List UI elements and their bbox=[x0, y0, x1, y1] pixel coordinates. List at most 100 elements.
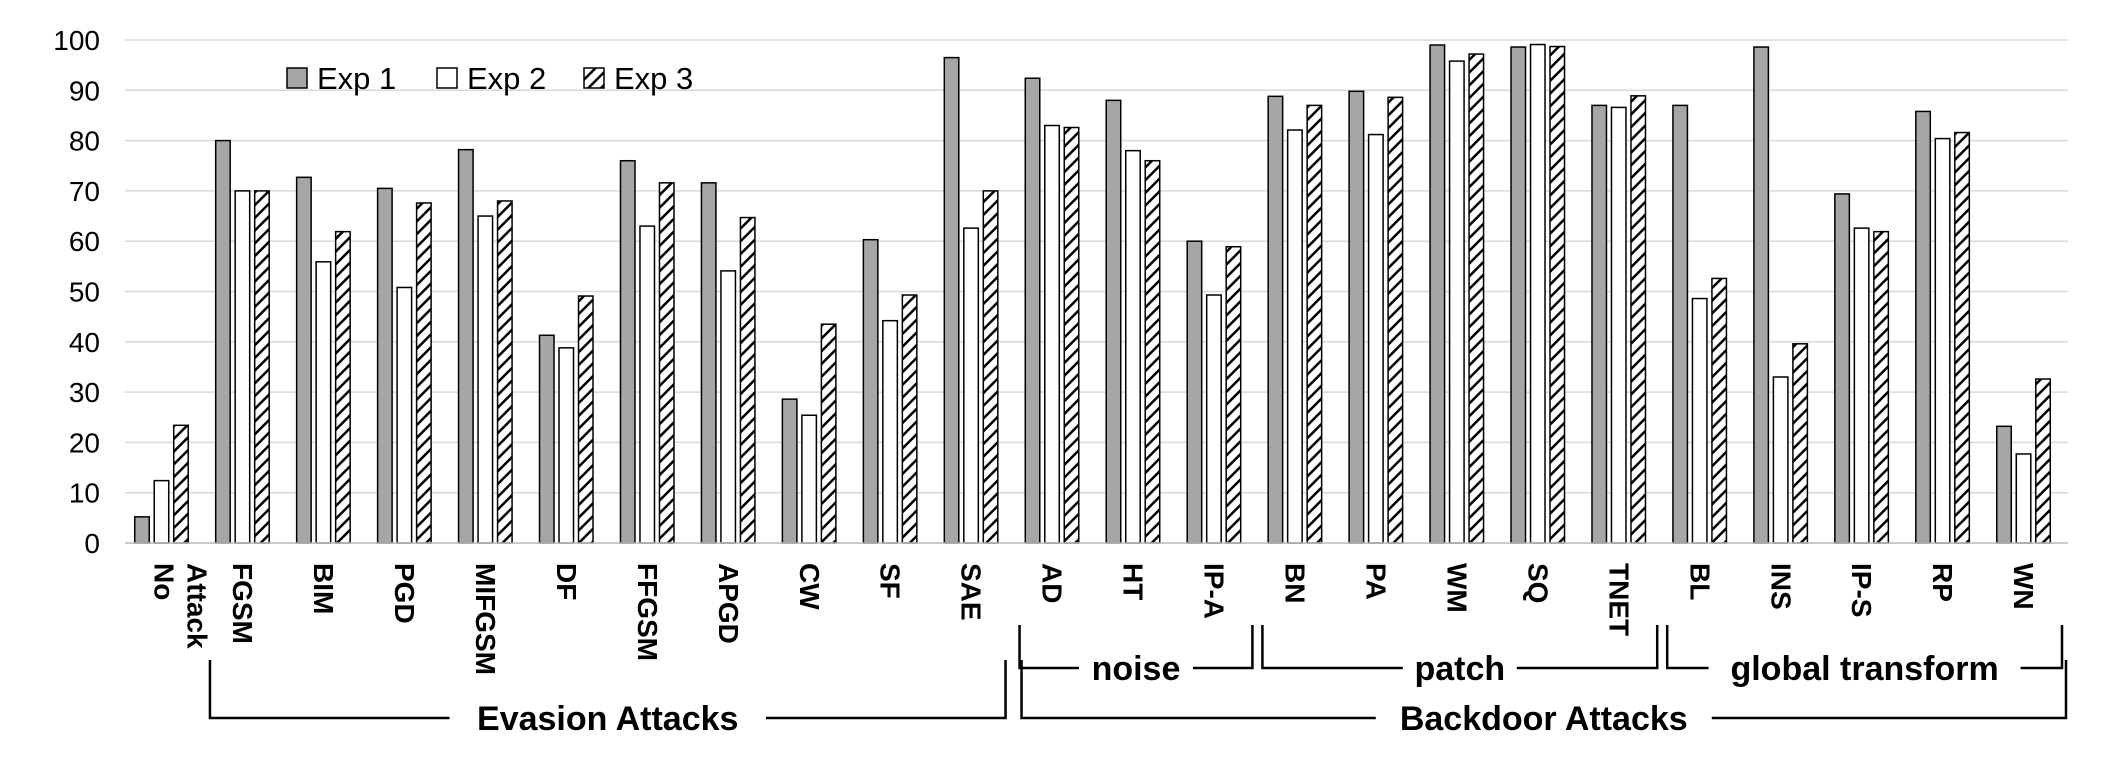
bar-exp-3-pa bbox=[1387, 96, 1404, 544]
group-bracket-right bbox=[1516, 625, 1659, 670]
group-bracket-right bbox=[1192, 625, 1254, 670]
bar-exp-1-wn bbox=[1996, 425, 2013, 544]
bar-exp-1-sae bbox=[943, 56, 960, 544]
y-tick-label: 30 bbox=[69, 377, 100, 408]
bar-exp-2-bim bbox=[315, 261, 332, 544]
bar-exp-1-ip-s bbox=[1834, 193, 1851, 544]
bar-exp-1-cw bbox=[781, 398, 798, 544]
y-tick-label: 70 bbox=[69, 176, 100, 207]
bar-exp-3-ip-s bbox=[1873, 230, 1890, 544]
bar-exp-2-pgd bbox=[396, 286, 413, 544]
x-tick-label: FGSM bbox=[227, 563, 258, 644]
bar-exp-3-wm bbox=[1468, 53, 1485, 544]
legend-label: Exp 2 bbox=[467, 61, 546, 96]
bar-exp-1-ad bbox=[1024, 77, 1041, 544]
bar-exp-3-ins bbox=[1792, 343, 1809, 544]
bar-exp-3-sae bbox=[982, 190, 999, 544]
x-tick-label: CW bbox=[794, 563, 825, 610]
group-bracket-left bbox=[1018, 625, 1079, 670]
bars bbox=[133, 43, 2052, 544]
group-bracket-right bbox=[1711, 660, 2068, 720]
bar-exp-2-cw bbox=[801, 414, 818, 544]
bar-exp-3-sq bbox=[1549, 45, 1566, 544]
bar-exp-2-tnet bbox=[1610, 106, 1627, 544]
bar-exp-2-ip-a bbox=[1205, 294, 1222, 544]
bar-exp-1-ffgsm bbox=[619, 159, 636, 544]
bar-exp-3-ffgsm bbox=[658, 182, 675, 544]
bar-exp-3-ip-a bbox=[1225, 245, 1242, 544]
bar-exp-2-mifgsm bbox=[477, 215, 494, 544]
legend-item-exp-1: Exp 1 bbox=[286, 61, 396, 96]
x-tick-label: IP-S bbox=[1846, 563, 1877, 617]
group-bracket-right bbox=[766, 660, 1007, 720]
bar-exp-1-tnet bbox=[1591, 104, 1608, 544]
bar-exp-2-fgsm bbox=[234, 190, 251, 544]
x-tick-label: DF bbox=[551, 563, 582, 600]
bar-exp-3-df bbox=[577, 295, 594, 544]
x-tick-label: BL bbox=[1684, 563, 1715, 600]
bar-exp-1-mifgsm bbox=[457, 148, 474, 544]
bar-exp-3-bn bbox=[1306, 104, 1323, 544]
grid-lines bbox=[125, 39, 2068, 544]
bar-exp-3-no-attack bbox=[172, 424, 189, 544]
x-tick-label: BN bbox=[1280, 563, 1311, 603]
bar-exp-1-df bbox=[538, 334, 555, 544]
x-tick-label: IP-A bbox=[1199, 563, 1230, 619]
bar-exp-1-ht bbox=[1105, 99, 1122, 544]
bar-exp-2-bn bbox=[1286, 129, 1303, 544]
bar-exp-2-pa bbox=[1367, 133, 1384, 544]
y-tick-label: 60 bbox=[69, 226, 100, 257]
x-tick-label: INS bbox=[1765, 563, 1796, 610]
x-axis: NoAttack FGSM BIM PGD MIFGSM DF FFGSM APGD CW SF S… bbox=[125, 542, 2068, 675]
bar-exp-2-ins bbox=[1772, 376, 1789, 544]
legend: Exp 1 Exp 2 Exp 3 bbox=[286, 61, 693, 96]
group-bracket-left bbox=[1261, 625, 1403, 670]
bar-exp-3-bim bbox=[334, 230, 351, 544]
legend-item-exp-2: Exp 2 bbox=[436, 61, 546, 96]
bar-exp-1-bim bbox=[295, 176, 312, 544]
bar-exp-1-sq bbox=[1510, 46, 1527, 544]
legend-swatch bbox=[583, 67, 605, 89]
y-tick-label: 80 bbox=[69, 126, 100, 157]
x-tick-label: APGD bbox=[713, 563, 744, 644]
bar-exp-1-bn bbox=[1267, 95, 1284, 544]
x-tick-label: PA bbox=[1360, 563, 1391, 600]
bar-exp-2-sae bbox=[963, 227, 980, 544]
bar-exp-1-sf bbox=[862, 238, 879, 544]
group-label: global transform bbox=[1730, 650, 1998, 688]
group-evasion-attacks: Evasion Attacks bbox=[208, 660, 1007, 738]
group-backdoor-attacks: Backdoor Attacks bbox=[1020, 660, 2068, 738]
legend-label: Exp 1 bbox=[317, 61, 396, 96]
bar-exp-3-fgsm bbox=[253, 190, 270, 544]
x-tick-label: WN bbox=[2008, 563, 2039, 610]
x-tick-label: HT bbox=[1118, 563, 1149, 600]
x-tick-label: SQ bbox=[1522, 563, 1553, 603]
x-tick-label: FFGSM bbox=[632, 563, 663, 661]
bar-exp-2-no-attack bbox=[153, 479, 170, 544]
legend-swatch bbox=[436, 67, 458, 89]
bar-exp-2-ad bbox=[1044, 124, 1061, 544]
bar-exp-1-rp bbox=[1915, 110, 1932, 544]
y-tick-label: 40 bbox=[69, 327, 100, 358]
bar-exp-1-ins bbox=[1753, 46, 1770, 544]
x-tick-label: MIFGSM bbox=[470, 563, 501, 675]
legend-item-exp-3: Exp 3 bbox=[583, 61, 693, 96]
bar-exp-1-apgd bbox=[700, 182, 717, 544]
group-global-transform: global transform bbox=[1665, 625, 2064, 688]
group-bracket-left bbox=[1020, 660, 1376, 720]
bar-exp-3-sf bbox=[901, 294, 918, 544]
bar-exp-1-pa bbox=[1348, 90, 1365, 544]
y-tick-label: 50 bbox=[69, 277, 100, 308]
bar-exp-2-bl bbox=[1691, 297, 1708, 544]
bar-exp-1-ip-a bbox=[1186, 240, 1203, 544]
group-label: Evasion Attacks bbox=[477, 700, 738, 738]
bar-exp-2-ip-s bbox=[1853, 227, 1870, 544]
x-tick-label: BIM bbox=[308, 563, 339, 614]
bar-exp-3-cw bbox=[820, 323, 837, 544]
group-noise: noise bbox=[1018, 625, 1254, 688]
x-tick-label: NoAttack bbox=[148, 563, 212, 649]
bar-exp-1-no-attack bbox=[133, 516, 150, 544]
x-tick-label: SF bbox=[875, 563, 906, 599]
group-bracket-left bbox=[208, 660, 450, 720]
bar-exp-3-wn bbox=[2035, 378, 2052, 544]
